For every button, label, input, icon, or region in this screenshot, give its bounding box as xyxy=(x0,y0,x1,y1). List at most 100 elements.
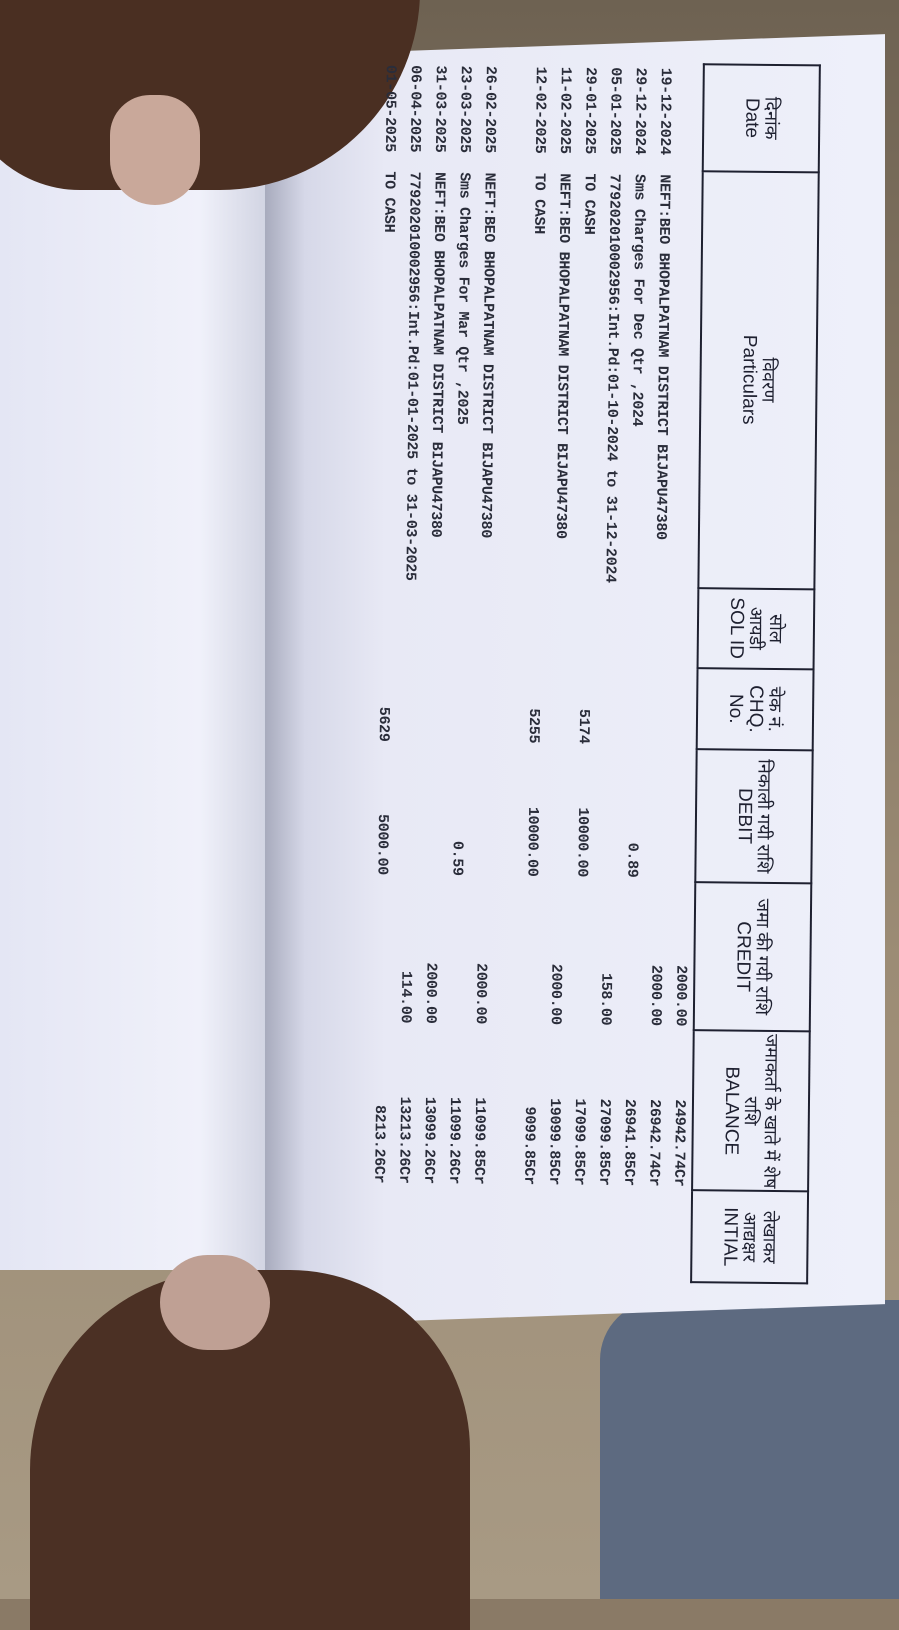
credit-cell xyxy=(518,880,545,1028)
date-cell: 29-01-2025 xyxy=(580,66,599,155)
initial-cell xyxy=(540,1189,566,1281)
initial-cell xyxy=(390,1187,416,1279)
cheque-cell: 5255 xyxy=(524,708,543,744)
column-header-english: BALANCE xyxy=(720,1066,743,1156)
transaction-table: दिनांक Date विवरण Particulars सोल आयडी SOL ID… xyxy=(365,60,821,1285)
initial-cell xyxy=(415,1188,441,1280)
date-cell: 06-04-2025 xyxy=(405,65,424,153)
column-header-english: Date xyxy=(741,97,763,139)
cheque-cell xyxy=(621,667,647,748)
particulars-cell: NEFT:BEO BHOPALPATNAM DISTRICT BIJAPU473… xyxy=(551,173,573,539)
column-header-hindi: चेक नं. xyxy=(764,686,786,732)
initial-cell xyxy=(615,1190,641,1282)
date-cell: 11-02-2025 xyxy=(555,66,574,154)
initial-cell xyxy=(365,1187,391,1279)
debit-cell xyxy=(419,746,445,880)
date-cell: 26-02-2025 xyxy=(480,65,499,154)
sol-cell xyxy=(397,585,423,665)
credit-cell: 2000.00 xyxy=(646,964,665,1026)
balance-cell: 11099.26Cr xyxy=(445,1096,464,1185)
debit-cell: 10000.00 xyxy=(523,806,542,877)
column-header-hindi: जमा की गयी राशि xyxy=(751,898,774,1016)
debit-cell xyxy=(669,749,696,883)
initial-cell xyxy=(640,1190,666,1282)
person-leg xyxy=(600,1300,899,1599)
column-header-intial: लेखाकर आद्यक्षर INTIAL xyxy=(691,1190,809,1284)
column-header-balance: जमाकर्ता के खाते में शेष राशि BALANCE xyxy=(692,1030,810,1192)
balance-cell: 11099.85Cr xyxy=(470,1097,489,1185)
credit-cell: 2000.00 xyxy=(671,965,690,1027)
balance-cell: 26942.74Cr xyxy=(645,1099,664,1187)
date-cell: 31-03-2025 xyxy=(430,65,449,153)
credit-cell: 2000.00 xyxy=(471,962,490,1025)
column-header-particulars: विवरण Particulars xyxy=(698,170,819,589)
cheque-cell xyxy=(596,667,622,748)
particulars-cell: NEFT:BEO BHOPALPATNAM DISTRICT BIJAPU473… xyxy=(426,171,448,538)
passbook-statement: दिनांक Date विवरण Particulars सोल आयडी SOL ID… xyxy=(63,57,821,1285)
balance-cell: 19099.85Cr xyxy=(545,1098,564,1186)
column-header-hindi: जमाकर्ता के खाते में शेष राशि xyxy=(740,1033,782,1189)
balance-cell: 8213.26Cr xyxy=(370,1104,388,1184)
column-header-hindi: लेखाकर आद्यक्षर xyxy=(739,1210,780,1264)
column-header-english: CREDIT xyxy=(732,921,754,993)
credit-cell: 158.00 xyxy=(596,972,615,1026)
particulars-cell: TO CASH xyxy=(380,171,398,233)
sol-cell xyxy=(672,587,699,667)
credit-cell xyxy=(568,881,595,1029)
column-header-hindi: निकाली गयी राशि xyxy=(753,759,775,874)
debit-cell: 10000.00 xyxy=(573,807,592,878)
sol-cell xyxy=(647,587,673,667)
debit-cell xyxy=(469,747,495,881)
particulars-cell: TO CASH xyxy=(580,173,598,235)
cheque-cell xyxy=(671,668,698,749)
column-header-sol-id: सोल आयडी SOL ID xyxy=(697,587,815,670)
date-cell: 23-03-2025 xyxy=(455,65,474,153)
cheque-cell xyxy=(396,665,422,746)
credit-cell: 2000.00 xyxy=(421,962,440,1024)
particulars-cell: TO CASH xyxy=(530,172,548,235)
cheque-cell xyxy=(546,666,572,747)
initial-cell xyxy=(515,1189,541,1281)
sol-cell xyxy=(472,585,498,665)
debit-cell xyxy=(544,747,570,881)
balance-cell: 26941.85Cr xyxy=(620,1098,639,1187)
column-header-date: दिनांक Date xyxy=(702,64,820,172)
initial-cell xyxy=(440,1188,466,1280)
debit-cell: 0.59 xyxy=(448,840,466,876)
balance-cell: 9099.85Cr xyxy=(520,1106,538,1185)
sol-cell xyxy=(372,584,398,664)
column-header-english: INTIAL xyxy=(719,1207,741,1267)
particulars-cell: NEFT:BEO BHOPALPATNAM DISTRICT BIJAPU473… xyxy=(651,174,673,540)
date-cell: 05-01-2025 xyxy=(605,67,624,155)
table-header: दिनांक Date विवरण Particulars सोल आयडी SOL ID… xyxy=(691,64,820,1284)
balance-cell: 27099.85Cr xyxy=(595,1098,614,1186)
particulars-cell xyxy=(672,170,702,587)
credit-cell xyxy=(618,881,645,1029)
particulars-cell: Sms Charges For Mar Qtr ,2025 xyxy=(453,172,473,425)
column-header-hindi: दिनांक xyxy=(761,96,782,140)
column-header-english: SOL ID xyxy=(725,597,748,660)
column-header-hindi: सोल आयडी xyxy=(745,606,787,651)
column-header-english: DEBIT xyxy=(733,787,756,845)
date-cell: 19-12-2024 xyxy=(655,67,674,155)
initial-cell xyxy=(590,1190,616,1282)
sol-cell xyxy=(422,585,448,665)
thumb-top xyxy=(110,95,200,205)
debit-cell xyxy=(394,746,420,880)
particulars-cell: NEFT:BEO BHOPALPATNAM DISTRICT BIJAPU473… xyxy=(476,172,498,539)
sol-cell xyxy=(597,587,623,667)
passbook-left-page xyxy=(0,145,285,1270)
cheque-cell xyxy=(446,665,472,746)
sol-cell xyxy=(447,585,473,665)
cheque-cell xyxy=(471,665,497,746)
credit-cell: 2000.00 xyxy=(546,963,565,1025)
date-cell: 29-12-2024 xyxy=(630,67,649,155)
balance-cell: 13213.26Cr xyxy=(395,1096,414,1184)
credit-cell: 114.00 xyxy=(396,970,415,1024)
debit-cell xyxy=(594,748,620,882)
sol-cell xyxy=(622,587,648,667)
date-cell xyxy=(677,64,704,171)
debit-cell: 5000.00 xyxy=(373,813,391,876)
cheque-cell: 5174 xyxy=(574,708,593,744)
particulars-cell: 779202010002956:Int.Pd:01-01-2025 to 31-… xyxy=(401,171,423,581)
